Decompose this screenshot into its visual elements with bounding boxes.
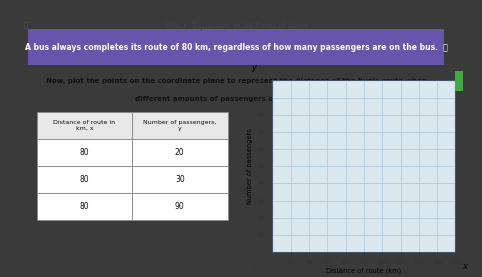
- Text: MBL i   Equations of All Kinds of Lines: MBL i Equations of All Kinds of Lines: [164, 22, 308, 30]
- Text: 80: 80: [80, 148, 89, 157]
- Text: different amounts of passengers are on the bus.  🔉: different amounts of passengers are on t…: [134, 96, 338, 102]
- Bar: [37, 166, 132, 193]
- Bar: [132, 112, 228, 139]
- Text: A bus always completes its route of 80 km, regardless of how many passengers are: A bus always completes its route of 80 k…: [25, 43, 448, 52]
- Y-axis label: Number of passengers: Number of passengers: [247, 128, 253, 204]
- Text: Now, plot the points on the coordinate plane to represent the distance of the bu: Now, plot the points on the coordinate p…: [46, 78, 427, 84]
- Bar: [455, 71, 463, 91]
- Text: Distance of route in
km, x: Distance of route in km, x: [54, 120, 115, 131]
- Text: 30: 30: [175, 175, 185, 184]
- Text: 90: 90: [175, 202, 185, 211]
- Text: 20: 20: [175, 148, 185, 157]
- Bar: [132, 193, 228, 220]
- Text: 80: 80: [80, 175, 89, 184]
- Bar: [132, 166, 228, 193]
- Text: y: y: [252, 63, 256, 72]
- Text: 🔒: 🔒: [24, 22, 28, 28]
- Bar: [37, 193, 132, 220]
- Bar: [37, 139, 132, 166]
- Bar: [132, 139, 228, 166]
- Text: 0: 0: [254, 265, 257, 270]
- Text: x: x: [462, 262, 467, 271]
- Text: 80: 80: [80, 202, 89, 211]
- Text: Number of passengers,
y: Number of passengers, y: [143, 120, 216, 131]
- X-axis label: Distance of route (km): Distance of route (km): [326, 268, 402, 274]
- FancyBboxPatch shape: [28, 29, 444, 65]
- Bar: [37, 112, 132, 139]
